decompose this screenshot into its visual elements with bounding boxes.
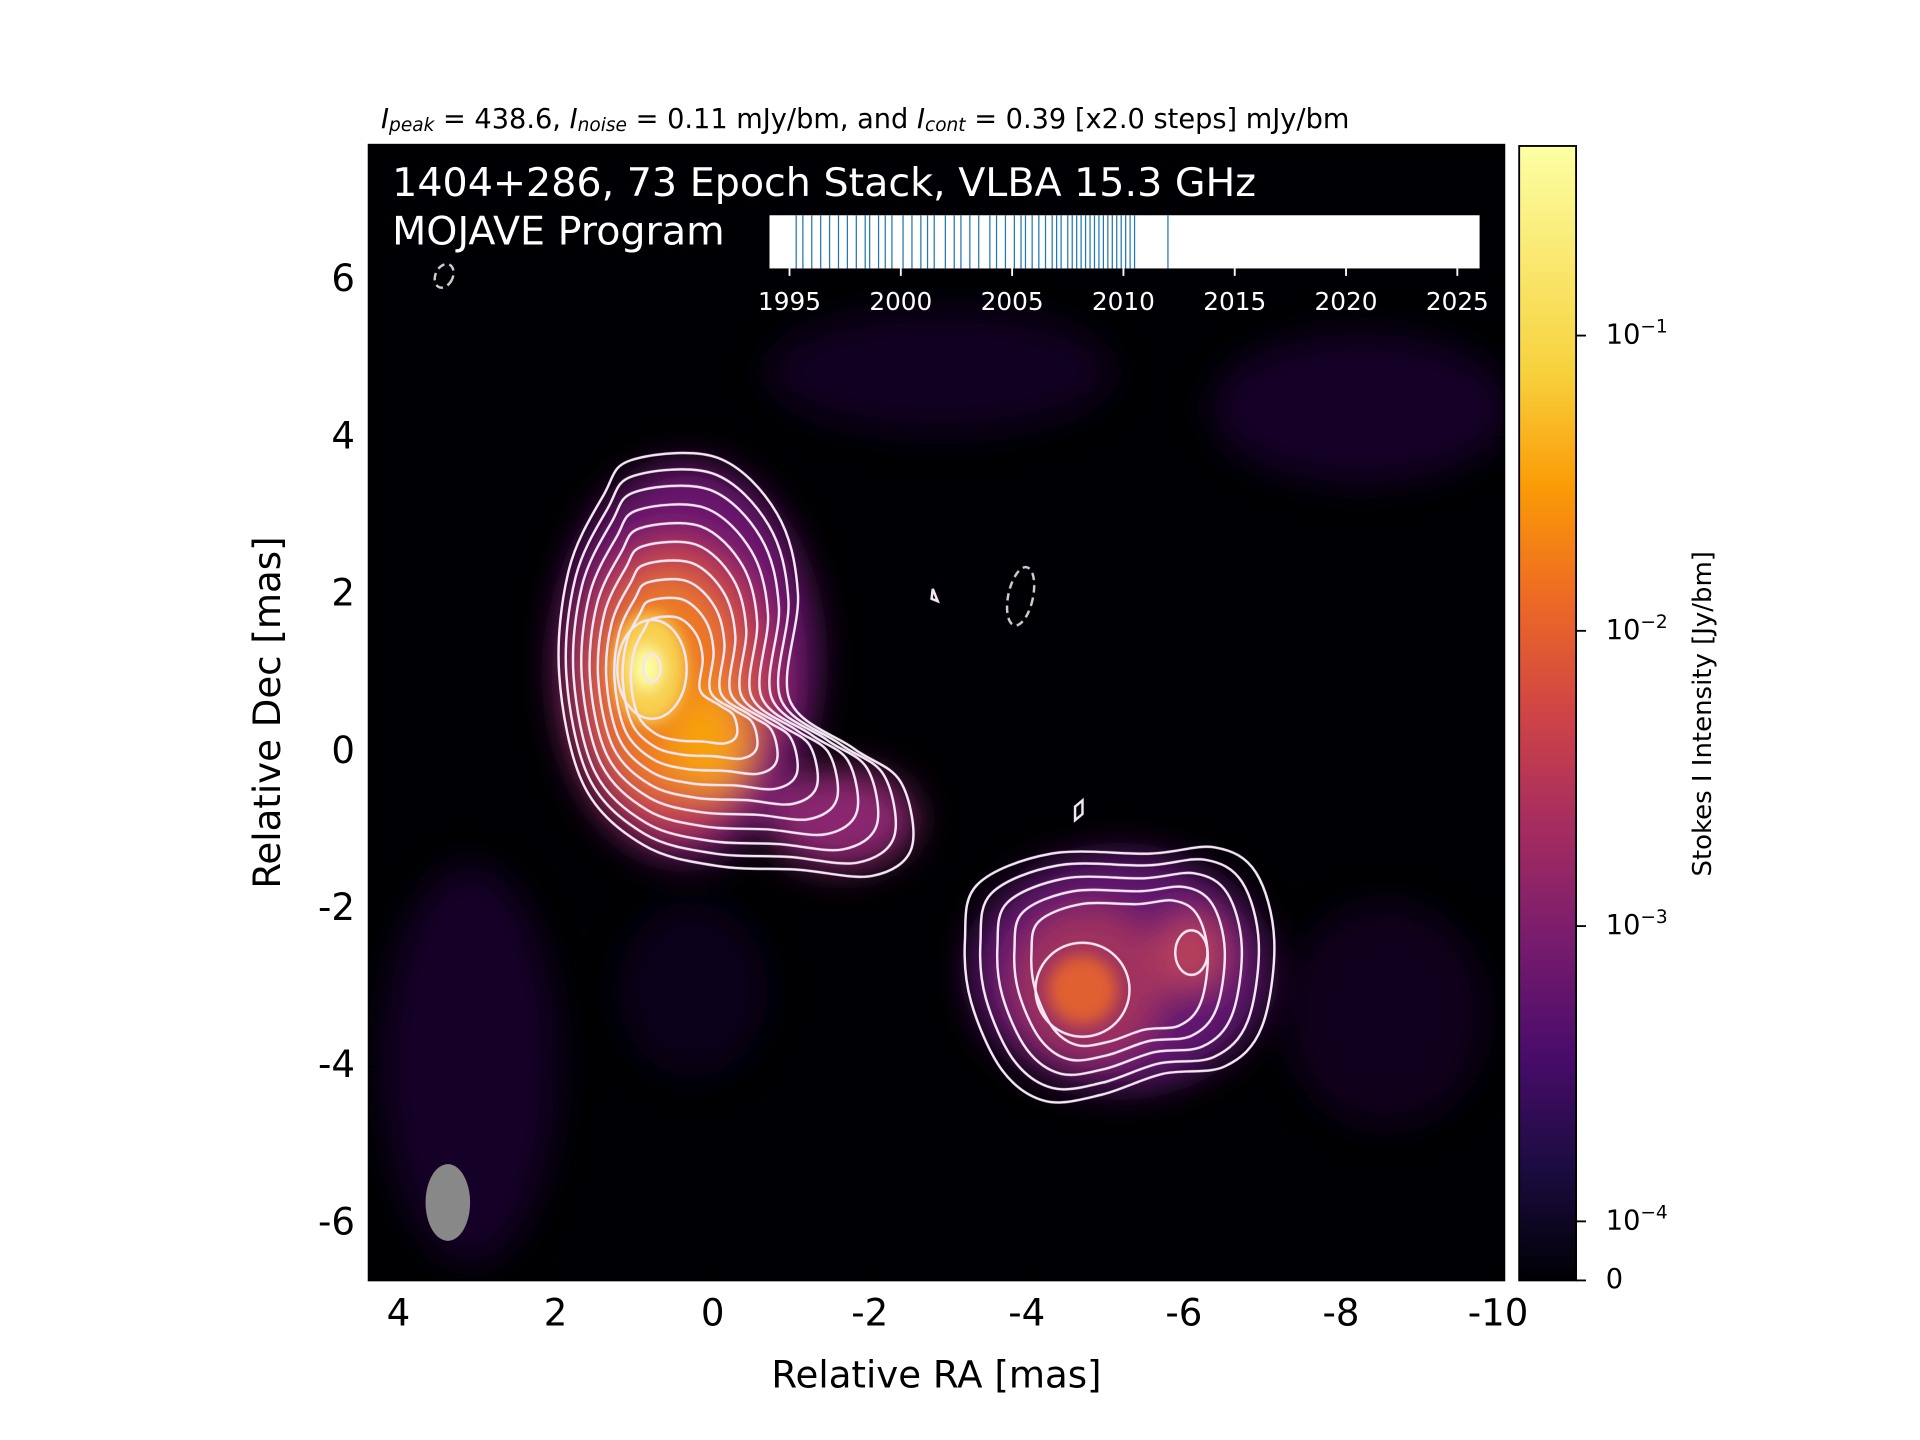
contour bbox=[995, 871, 1244, 1077]
image bbox=[368, 144, 1505, 1281]
colorbar-tick-exponent: −2 bbox=[1640, 612, 1667, 633]
colorbar-label: Stokes I Intensity [Jy/bm] bbox=[1688, 551, 1718, 876]
timeline-tick-label: 2020 bbox=[1315, 287, 1378, 316]
colorbar-tick-base: 10 bbox=[1606, 910, 1641, 941]
timeline-box bbox=[769, 215, 1480, 269]
x-tick-label: -4 bbox=[1008, 1292, 1045, 1335]
contours bbox=[557, 451, 1276, 1104]
y-tick-label: -2 bbox=[318, 886, 355, 929]
timeline-tick-label: 2015 bbox=[1203, 287, 1266, 316]
contour bbox=[613, 577, 779, 776]
y-tick-label: 6 bbox=[331, 257, 355, 300]
x-tick-label: 4 bbox=[387, 1292, 411, 1335]
title-part: I bbox=[381, 103, 389, 134]
colorbar-tick-label: 10−2 bbox=[1606, 612, 1668, 646]
y-tick-label: 4 bbox=[331, 414, 355, 457]
title-part: = 0.39 [x2.0 steps] mJy/bm bbox=[966, 103, 1350, 134]
colorbar-tick-base: 10 bbox=[1606, 614, 1641, 645]
y-tick-label: 0 bbox=[331, 729, 355, 772]
x-tick-label: 0 bbox=[701, 1292, 725, 1335]
y-tick-label: 2 bbox=[331, 572, 355, 615]
chart-title: Ipeak = 438.6, Inoise = 0.11 mJy/bm, and… bbox=[381, 103, 1349, 136]
colorbar bbox=[1518, 145, 1578, 1282]
contour bbox=[604, 559, 799, 791]
x-axis-label: Relative RA [mas] bbox=[771, 1353, 1101, 1396]
colorbar-tick-base: 10 bbox=[1606, 1205, 1641, 1236]
x-tick-label: -10 bbox=[1468, 1292, 1529, 1335]
colorbar-tick-label: 10−3 bbox=[1606, 907, 1668, 941]
contour bbox=[557, 451, 915, 879]
contour bbox=[596, 540, 820, 806]
contour bbox=[1030, 899, 1210, 1048]
colorbar-tick-exponent: −4 bbox=[1640, 1202, 1667, 1223]
x-tick-label: -6 bbox=[1165, 1292, 1202, 1335]
title-part: noise bbox=[578, 115, 627, 136]
negative-contours bbox=[433, 262, 1036, 627]
contour bbox=[1012, 885, 1227, 1062]
title-part: = 0.11 mJy/bm, and bbox=[627, 103, 917, 134]
timeline-tick-label: 2025 bbox=[1426, 287, 1489, 316]
title-part: = 438.6, bbox=[434, 103, 569, 134]
beam bbox=[425, 1164, 471, 1241]
contour bbox=[963, 845, 1276, 1104]
title-part: I bbox=[570, 103, 578, 134]
colorbar-tick-label: 10−4 bbox=[1606, 1202, 1668, 1236]
y-tick-label: -4 bbox=[318, 1043, 355, 1086]
colorbar-tick-label: 0 bbox=[1606, 1264, 1623, 1295]
colorbar-tick-label: 10−1 bbox=[1606, 317, 1668, 351]
colorbar-tick-base: 10 bbox=[1606, 319, 1641, 350]
y-tick-label: -6 bbox=[318, 1200, 355, 1243]
contour bbox=[580, 503, 860, 837]
x-tick-label: -2 bbox=[851, 1292, 888, 1335]
timeline-tick-label: 1995 bbox=[758, 287, 821, 316]
colorbar-tick-exponent: −1 bbox=[1640, 317, 1667, 338]
annotation: 1404+286, 73 Epoch Stack, VLBA 15.3 GHz bbox=[392, 160, 1256, 206]
contour bbox=[621, 596, 759, 761]
contour bbox=[978, 857, 1261, 1091]
title-part: cont bbox=[925, 115, 966, 136]
y-axis-label: Relative Dec [mas] bbox=[246, 536, 289, 888]
emission-core bbox=[612, 612, 1118, 1025]
colorbar-tick-exponent: −3 bbox=[1640, 907, 1667, 928]
timeline-tick-label: 2005 bbox=[981, 287, 1044, 316]
contour bbox=[629, 615, 739, 745]
x-tick-label: -8 bbox=[1322, 1292, 1359, 1335]
contour bbox=[564, 468, 898, 865]
timeline-tick-label: 2010 bbox=[1092, 287, 1155, 316]
contour bbox=[571, 484, 880, 852]
annotation: MOJAVE Program bbox=[392, 208, 724, 254]
plot-frame bbox=[367, 143, 1506, 1282]
title-part: peak bbox=[388, 115, 436, 136]
timeline-tick-label: 2000 bbox=[869, 287, 932, 316]
x-tick-label: 2 bbox=[544, 1292, 568, 1335]
title-part: I bbox=[917, 103, 925, 134]
contour bbox=[588, 521, 840, 821]
